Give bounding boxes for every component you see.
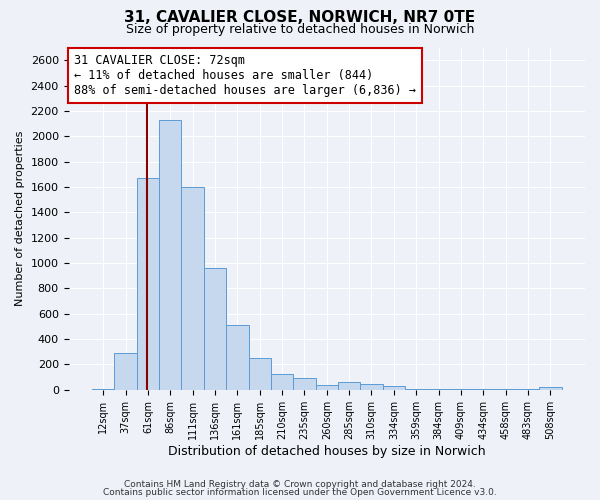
Text: 31, CAVALIER CLOSE, NORWICH, NR7 0TE: 31, CAVALIER CLOSE, NORWICH, NR7 0TE	[124, 10, 476, 25]
Bar	[383, 386, 405, 390]
Bar	[539, 388, 562, 390]
Text: Contains public sector information licensed under the Open Government Licence v3: Contains public sector information licen…	[103, 488, 497, 497]
Bar	[181, 187, 204, 390]
Bar	[248, 358, 271, 390]
Bar	[92, 388, 115, 390]
Bar	[293, 378, 316, 390]
Bar	[472, 389, 494, 390]
Bar	[405, 388, 427, 390]
Bar	[361, 384, 383, 390]
Bar	[338, 382, 361, 390]
Y-axis label: Number of detached properties: Number of detached properties	[15, 131, 25, 306]
Bar	[316, 386, 338, 390]
Bar	[204, 268, 226, 390]
Text: 31 CAVALIER CLOSE: 72sqm
← 11% of detached houses are smaller (844)
88% of semi-: 31 CAVALIER CLOSE: 72sqm ← 11% of detach…	[74, 54, 416, 98]
Bar	[137, 178, 159, 390]
Bar	[427, 388, 450, 390]
Text: Size of property relative to detached houses in Norwich: Size of property relative to detached ho…	[126, 22, 474, 36]
Bar	[494, 389, 517, 390]
Bar	[271, 374, 293, 390]
Text: Contains HM Land Registry data © Crown copyright and database right 2024.: Contains HM Land Registry data © Crown c…	[124, 480, 476, 489]
Bar	[159, 120, 181, 390]
Bar	[450, 389, 472, 390]
Bar	[517, 389, 539, 390]
X-axis label: Distribution of detached houses by size in Norwich: Distribution of detached houses by size …	[168, 444, 485, 458]
Bar	[226, 325, 248, 390]
Bar	[115, 353, 137, 390]
